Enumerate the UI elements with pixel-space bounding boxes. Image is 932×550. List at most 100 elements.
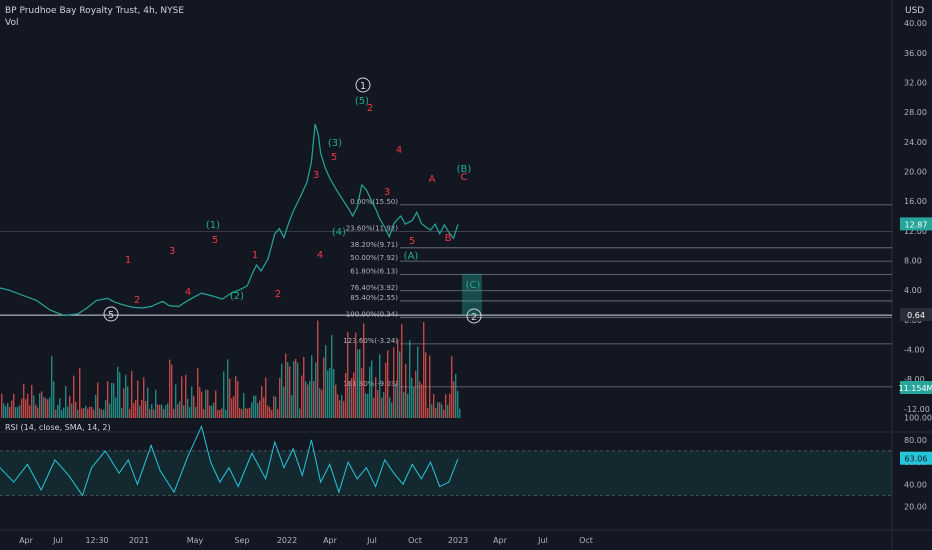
volume-bar	[91, 406, 93, 418]
fib-level-label: 123.60%(-3.24)	[343, 337, 398, 345]
volume-bar	[117, 366, 119, 418]
last-price-badge: 12.87	[905, 220, 928, 229]
volume-bar	[385, 362, 387, 418]
volume-bar	[133, 403, 135, 418]
volume-bar	[75, 401, 77, 418]
volume-bar	[285, 353, 287, 418]
volume-bar	[399, 351, 401, 418]
volume-bar	[121, 408, 123, 418]
volume-bar	[95, 395, 97, 418]
fib-level-label: 61.80%(6.13)	[350, 267, 398, 275]
volume-bar	[353, 372, 355, 418]
volume-bar	[189, 407, 191, 418]
volume-bar	[313, 381, 315, 418]
volume-bar	[25, 399, 27, 418]
wave-label: 2	[367, 103, 373, 114]
volume-bar	[433, 394, 435, 418]
volume-bar	[425, 352, 427, 418]
volume-bar	[227, 359, 229, 418]
volume-bar	[283, 386, 285, 418]
wave-label: C	[461, 172, 468, 183]
volume-bar	[159, 404, 161, 418]
volume-bar	[17, 406, 19, 418]
volume-bar	[333, 369, 335, 418]
wave-label: 4	[396, 145, 402, 156]
volume-bar	[351, 377, 353, 418]
volume-bar	[263, 397, 265, 418]
volume-bar	[43, 396, 45, 418]
volume-bar	[381, 397, 383, 418]
fib-level-label: 23.60%(11.92)	[346, 224, 398, 232]
volume-bar	[391, 402, 393, 418]
volume-bar	[387, 350, 389, 418]
wave-label: 5	[409, 236, 415, 247]
volume-bar	[231, 398, 233, 418]
volume-bar	[453, 381, 455, 418]
volume-bar	[377, 390, 379, 418]
volume-bar	[89, 406, 91, 418]
volume-bar	[97, 382, 99, 418]
volume-bar	[201, 391, 203, 418]
volume-bar	[213, 402, 215, 418]
volume-bar	[371, 360, 373, 418]
volume-bar	[339, 400, 341, 418]
circled-wave-marker	[466, 308, 482, 324]
volume-label: Vol	[5, 18, 19, 28]
volume-bar	[417, 346, 419, 418]
x-tick-label: 2022	[277, 536, 297, 545]
volume-bar	[13, 393, 15, 418]
wave-label: 3	[384, 187, 390, 198]
volume-bar	[11, 400, 13, 418]
x-tick-label: Apr	[19, 536, 34, 545]
x-tick-label: Apr	[323, 536, 338, 545]
y-tick-label: 36.00	[904, 49, 927, 58]
volume-bar	[297, 362, 299, 418]
last-volume-badge-bg	[900, 381, 932, 394]
volume-bar	[179, 401, 181, 418]
volume-bar	[365, 393, 367, 418]
volume-bar	[83, 408, 85, 418]
fib-level-label: 0.00%(15.50)	[350, 198, 398, 206]
volume-bar	[219, 409, 221, 418]
volume-bar	[161, 404, 163, 418]
rsi-y-tick-label: 100.00	[904, 414, 932, 423]
level-line-badge: 0.64	[907, 311, 925, 320]
volume-bar	[451, 356, 453, 418]
volume-bar	[47, 399, 49, 418]
volume-bar	[405, 363, 407, 418]
volume-bar	[253, 395, 255, 418]
volume-bar	[383, 392, 385, 418]
y-tick-label: 32.00	[904, 78, 927, 87]
volume-bar	[397, 338, 399, 418]
volume-bar	[359, 349, 361, 418]
level-line-badge-bg	[900, 308, 932, 322]
fib-level-label: 85.40%(2.55)	[350, 294, 398, 302]
volume-bar	[341, 394, 343, 418]
volume-bar	[41, 391, 43, 418]
rsi-title: RSI (14, close, SMA, 14, 2)	[5, 423, 111, 432]
volume-bar	[147, 387, 149, 418]
rsi-y-tick-label: 20.00	[904, 503, 927, 512]
circled-wave-label: 1	[360, 81, 366, 92]
volume-bar	[237, 381, 239, 418]
volume-bar	[9, 406, 11, 418]
volume-bar	[7, 402, 9, 418]
volume-bar	[145, 401, 147, 418]
volume-bar	[67, 406, 69, 418]
x-tick-label: Jul	[537, 536, 548, 545]
volume-bar	[103, 409, 105, 418]
volume-bar	[105, 400, 107, 418]
volume-bar	[135, 400, 137, 418]
x-tick-label: 2023	[448, 536, 468, 545]
x-tick-label: Oct	[579, 536, 593, 545]
volume-bar	[275, 396, 277, 418]
volume-bar	[363, 323, 365, 418]
wave-label: 1	[125, 255, 131, 266]
wave-label: 2	[134, 295, 140, 306]
last-price-badge-bg	[900, 217, 932, 231]
volume-bar	[149, 409, 151, 418]
volume-bar	[415, 370, 417, 418]
volume-bar	[343, 401, 345, 418]
volume-bar	[265, 377, 267, 418]
